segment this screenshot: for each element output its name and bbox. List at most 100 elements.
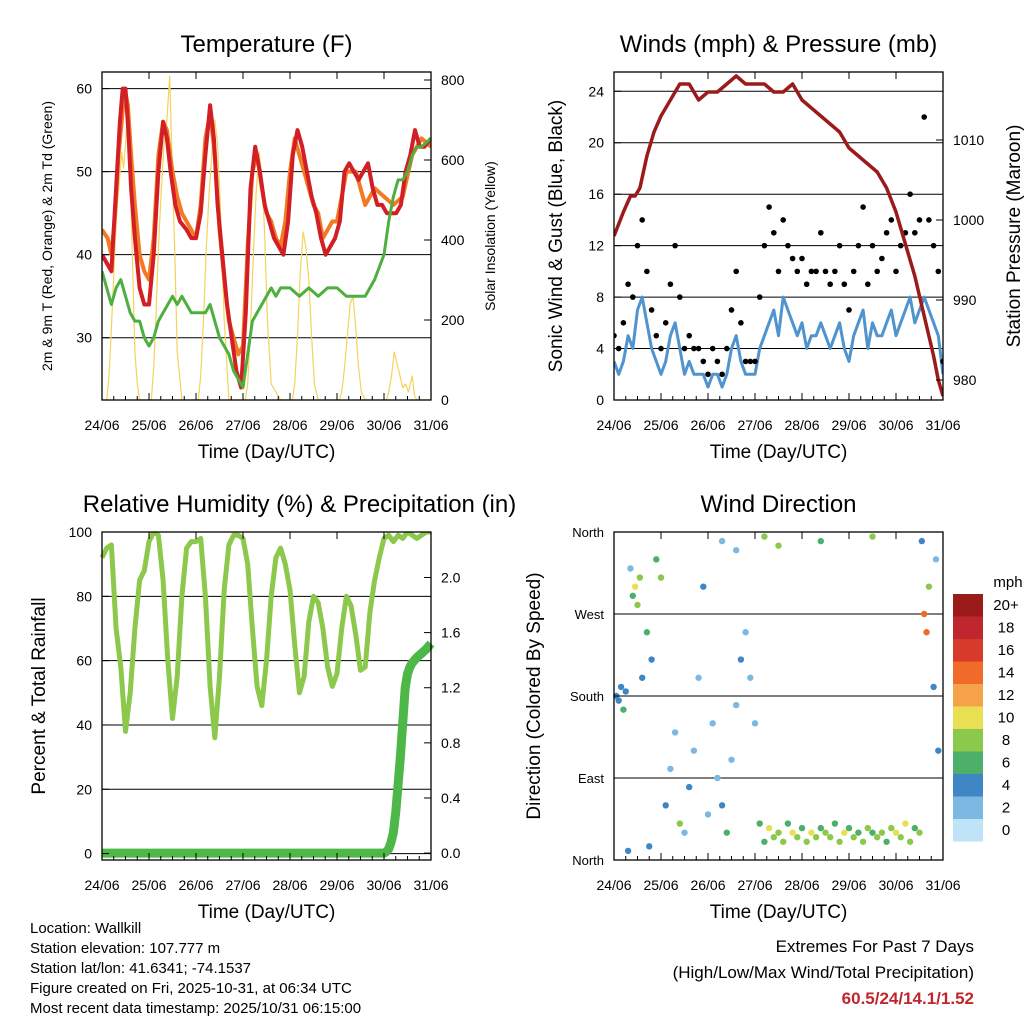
direction-point <box>620 706 627 713</box>
solar-insolation-line <box>102 75 431 400</box>
colorbar-label: 20+ <box>993 597 1019 614</box>
gust-point <box>930 242 937 249</box>
direction-point <box>643 629 651 636</box>
y-tick-label: 30 <box>76 330 92 346</box>
direction-point <box>733 701 740 709</box>
gust-point <box>874 268 880 275</box>
gust-point <box>808 268 815 275</box>
direction-point <box>930 683 937 691</box>
x-tick-label: 27/06 <box>737 417 772 433</box>
y2-tick-label: 200 <box>441 312 465 328</box>
direction-point <box>733 547 740 554</box>
gust-point <box>836 242 843 249</box>
gust-point <box>921 114 927 120</box>
y-tick-label: 8 <box>596 289 604 305</box>
colorbar-swatch <box>953 706 983 729</box>
y-tick-label: 16 <box>588 186 604 202</box>
gust-point <box>789 255 796 262</box>
x-tick-label: 30/06 <box>878 417 913 433</box>
x-tick-label: 29/06 <box>831 877 866 893</box>
x-tick-label: 31/06 <box>925 417 960 433</box>
y-tick-label: 60 <box>76 653 92 669</box>
temperature-chart: Temperature (F) Time (Day/UTC) 2m & 9m T (… <box>39 31 498 463</box>
gust-point <box>916 217 923 223</box>
gust-point <box>648 307 655 313</box>
colorbar-label: 14 <box>998 665 1015 682</box>
direction-point <box>761 533 768 540</box>
gust-point <box>813 268 819 275</box>
gust-point <box>860 204 866 210</box>
gust-point <box>879 255 885 262</box>
gust-point <box>752 358 758 365</box>
chart-title: Wind Direction <box>700 491 856 518</box>
x-tick-label: 31/06 <box>413 417 448 433</box>
gust-point <box>705 371 711 378</box>
gust-point <box>742 358 749 365</box>
y2-tick-label: 0 <box>441 392 449 408</box>
colorbar-swatch <box>953 774 983 797</box>
gust-point <box>686 332 692 339</box>
x-tick-label: 27/06 <box>737 877 772 893</box>
y-tick-label: 50 <box>76 164 92 180</box>
colorbar-label: 10 <box>998 710 1015 727</box>
direction-point <box>817 824 824 832</box>
gust-point <box>700 358 707 365</box>
gust-point <box>681 345 688 352</box>
colorbar-swatch <box>953 661 983 684</box>
direction-point <box>935 747 942 754</box>
gust-point <box>667 281 674 288</box>
gust-point <box>869 242 876 249</box>
gust-point <box>724 345 730 352</box>
direction-point <box>662 802 669 809</box>
gust-point <box>728 307 735 313</box>
direction-point <box>775 542 782 549</box>
y-axis-title: Direction (Colored By Speed) <box>524 572 545 819</box>
gust-point <box>695 345 702 352</box>
direction-point <box>686 783 693 791</box>
y-tick-label: North <box>572 525 604 540</box>
gust-point <box>912 229 918 236</box>
direction-point <box>916 829 923 836</box>
gust-point <box>883 229 890 236</box>
gust-point <box>865 281 871 288</box>
y-tick-label: North <box>572 853 604 868</box>
colorbar-swatch <box>953 796 983 819</box>
x-tick-label: 28/06 <box>784 877 819 893</box>
colorbar-label: 0 <box>1002 822 1010 839</box>
gust-point <box>634 242 641 249</box>
direction-point <box>765 824 773 832</box>
y2-tick-label: 400 <box>441 232 465 248</box>
y2-tick-label: 1000 <box>953 212 984 228</box>
direction-point <box>902 820 909 827</box>
temp-2m-line <box>102 86 431 390</box>
y-axis-title: 2m & 9m T (Red, Orange) & 2m Td (Green) <box>39 101 55 371</box>
direction-point <box>864 824 871 832</box>
direction-point <box>718 802 726 809</box>
gust-point <box>761 242 768 249</box>
direction-point <box>761 838 768 845</box>
y-tick-label: 20 <box>588 135 604 151</box>
precipitation-line <box>102 640 435 858</box>
x-tick-label: 26/06 <box>690 877 725 893</box>
gust-point <box>733 268 739 275</box>
gust-point <box>766 204 772 210</box>
gust-point <box>747 358 754 365</box>
direction-point <box>845 824 853 832</box>
y-tick-label: 0 <box>84 846 92 862</box>
direction-point <box>932 556 940 563</box>
gust-point <box>841 281 848 288</box>
station-pressure-line <box>614 74 943 397</box>
direction-point <box>627 565 634 572</box>
y-tick-label: 24 <box>588 83 604 99</box>
direction-point <box>657 574 665 581</box>
direction-point <box>709 720 716 727</box>
gust-point <box>827 281 833 288</box>
extremes-title: Extremes For Past 7 Days <box>775 937 974 956</box>
direction-point <box>798 824 806 832</box>
gust-point <box>818 229 824 236</box>
gust-point <box>771 229 777 236</box>
y-tick-label: West <box>575 607 605 622</box>
gust-point <box>935 268 942 275</box>
x-axis-title: Time (Day/UTC) <box>198 902 336 923</box>
direction-point <box>639 674 646 681</box>
